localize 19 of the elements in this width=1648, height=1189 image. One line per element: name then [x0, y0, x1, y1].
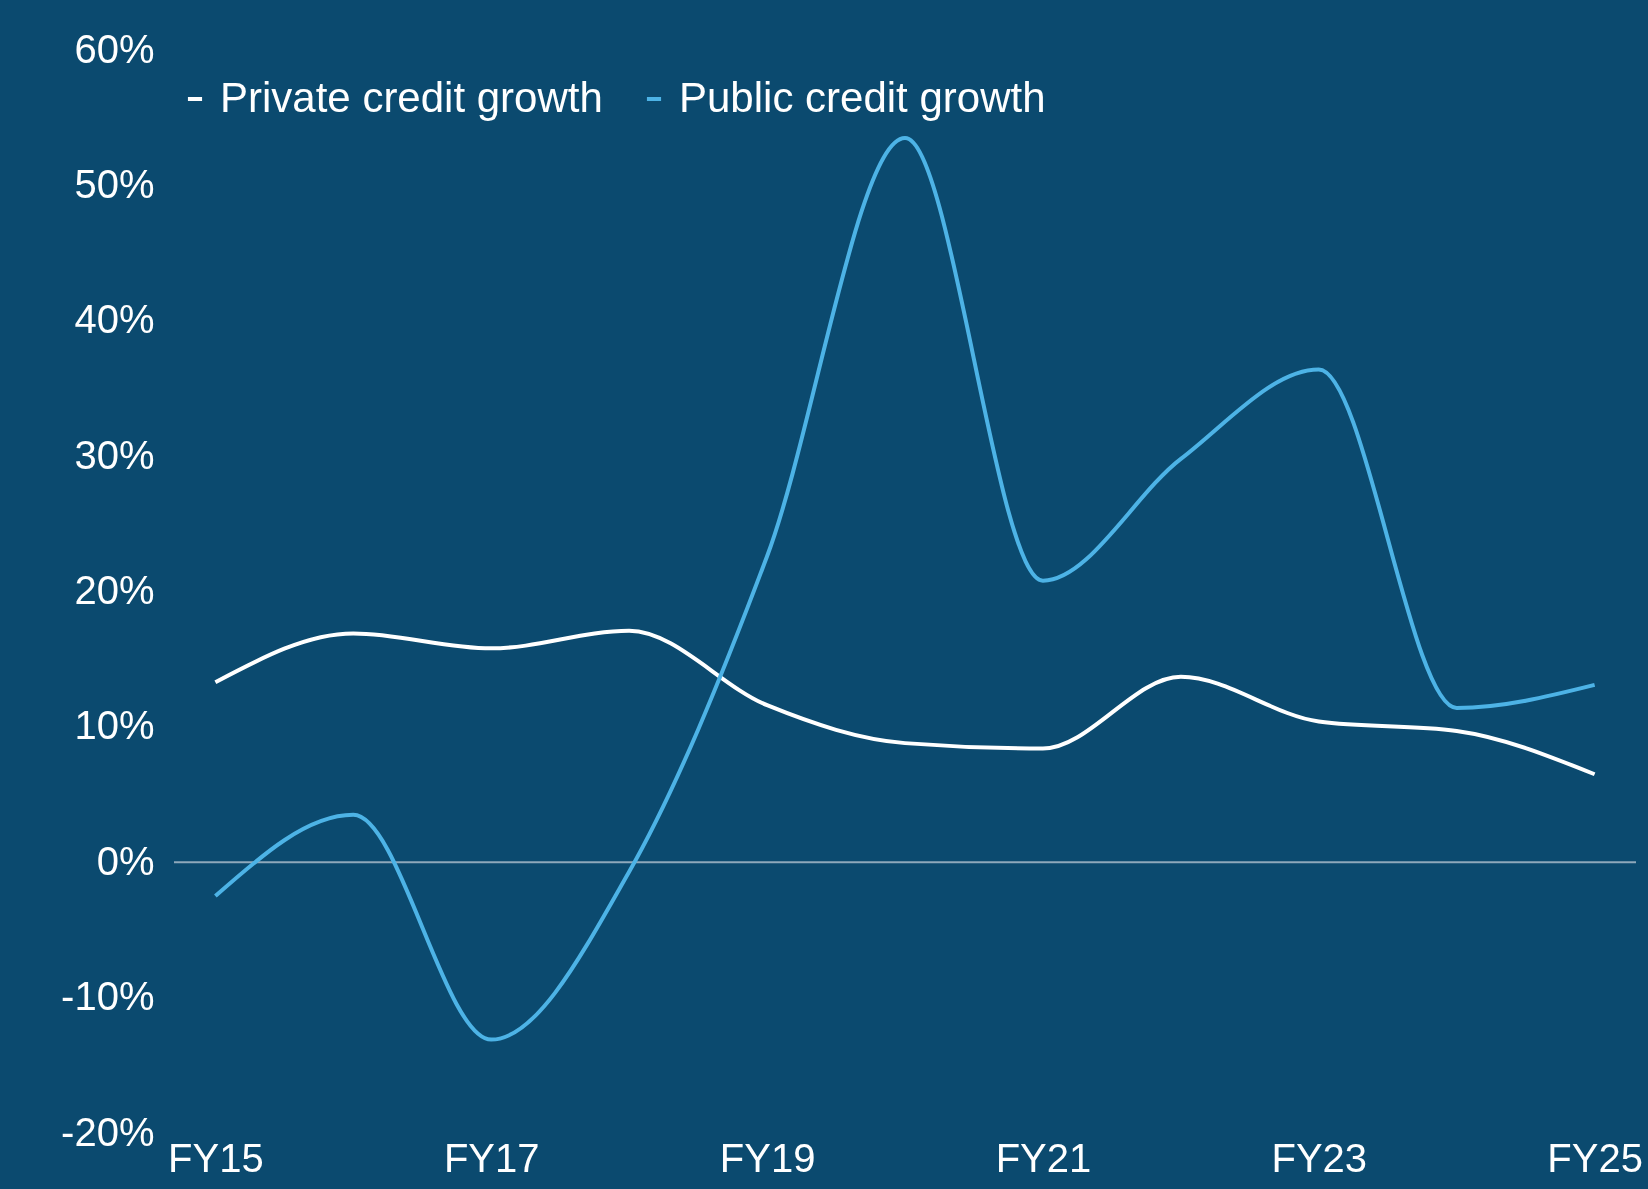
y-tick-label: 30% [74, 432, 155, 477]
y-tick-label: -10% [61, 974, 155, 1019]
x-tick-label: FY21 [995, 1135, 1092, 1180]
line-series [213, 628, 1597, 777]
x-tick-label: FY19 [719, 1135, 816, 1180]
y-tick-label: 10% [74, 703, 155, 748]
x-tick-label: FY25 [1547, 1135, 1643, 1180]
legend-label: Private credit growth [220, 74, 603, 121]
x-tick-label: FY15 [168, 1135, 264, 1180]
y-tick-label: 0% [96, 838, 155, 883]
y-tick-label: 40% [74, 297, 155, 342]
y-tick-label: 20% [74, 568, 155, 612]
x-tick-label: FY17 [443, 1135, 540, 1180]
y-tick-label: 50% [74, 161, 155, 206]
x-tick-label: FY23 [1271, 1135, 1368, 1180]
y-tick-label: -20% [61, 1109, 155, 1154]
y-tick-label: 60% [74, 26, 155, 71]
legend-label: Public credit growth [679, 74, 1046, 121]
line-series [213, 135, 1597, 1042]
